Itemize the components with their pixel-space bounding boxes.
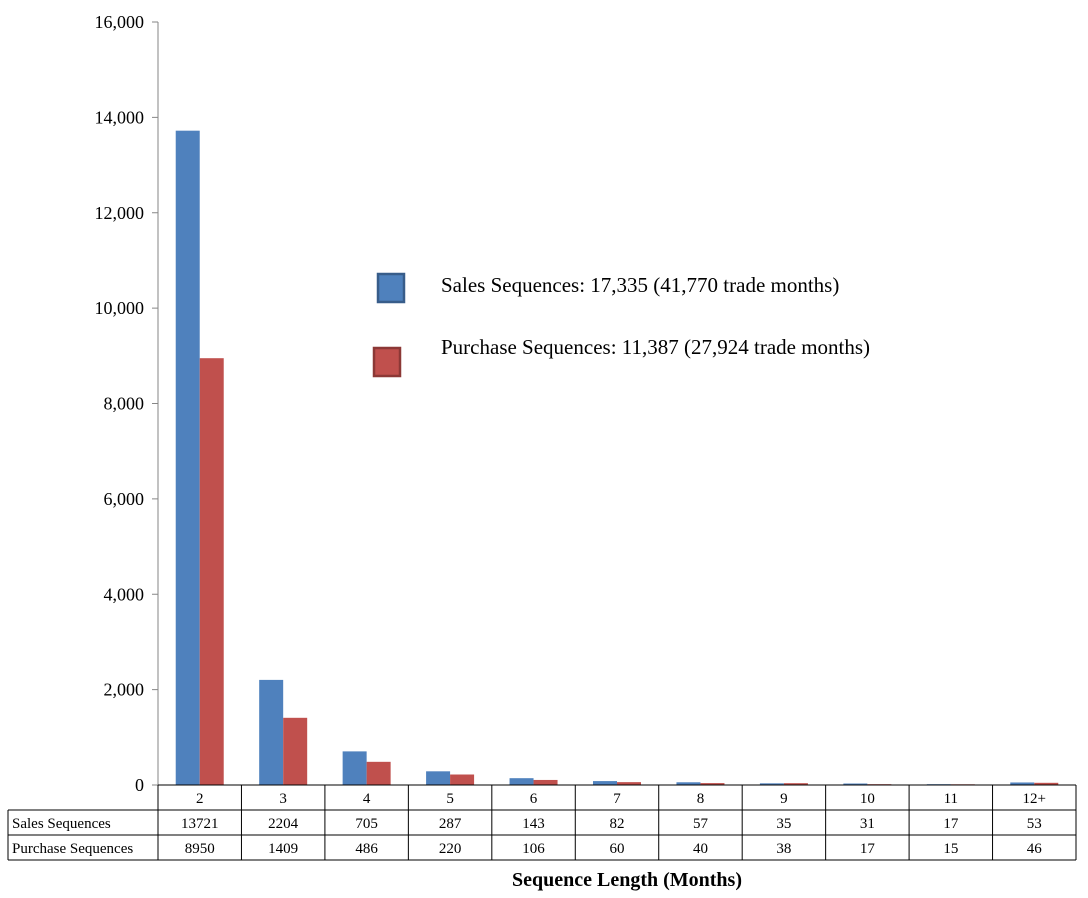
table-row-label: Purchase Sequences <box>12 841 133 857</box>
bar-purchase-5 <box>450 774 475 785</box>
bar-sales-4 <box>342 751 367 785</box>
table-cell-value: 2204 <box>268 816 299 832</box>
y-tick-label: 6,000 <box>104 489 145 509</box>
table-row-label: Sales Sequences <box>12 816 111 832</box>
x-tick-label: 8 <box>697 791 705 807</box>
x-tick-label: 4 <box>363 791 371 807</box>
y-tick-label: 4,000 <box>104 584 145 604</box>
x-axis-title: Sequence Length (Months) <box>512 869 742 891</box>
table-cell-value: 38 <box>776 841 791 857</box>
y-axis: 0 2,000 4,000 6,000 8,000 10,000 12,000 14,000 1… <box>95 12 1076 795</box>
bar-purchase-6 <box>533 779 558 785</box>
table-cell-value: 35 <box>776 816 791 832</box>
legend-swatch-sales <box>376 272 406 304</box>
bar-purchase-2 <box>199 358 224 785</box>
x-tick-label: 10 <box>860 791 875 807</box>
y-tick-label: 0 <box>135 775 144 795</box>
bar-sales-8 <box>676 782 701 785</box>
bar-sales-7 <box>593 781 617 785</box>
data-table: 2 3 4 5 6 7 8 9 10 11 12+ Sales Sequences 13721 2204 7… <box>7 784 1077 861</box>
table-cell-value: 60 <box>610 841 625 857</box>
legend-label-purchase: Purchase Sequences: 11,387 (27,924 trade… <box>441 335 870 359</box>
bar-purchase-12+ <box>1034 782 1059 785</box>
bar-purchase-8 <box>700 783 725 785</box>
bar-purchase-7 <box>617 782 641 785</box>
table-cell-value: 1409 <box>268 841 298 857</box>
table-cell-value: 46 <box>1027 841 1043 857</box>
legend-swatch-purchase <box>372 346 402 378</box>
x-tick-label: 9 <box>780 791 788 807</box>
x-tick-label: 3 <box>279 791 287 807</box>
bar-purchase-4 <box>366 761 391 785</box>
x-tick-label: 2 <box>196 791 204 807</box>
table-cell-value: 31 <box>860 816 875 832</box>
x-tick-label: 12+ <box>1023 791 1046 807</box>
y-tick-label: 10,000 <box>95 298 145 318</box>
table-cell-value: 8950 <box>185 841 215 857</box>
table-cell-value: 13721 <box>181 816 219 832</box>
bar-purchase-3 <box>283 717 308 785</box>
y-tick-label: 16,000 <box>95 12 145 32</box>
x-tick-label: 11 <box>944 791 958 807</box>
x-tick-label: 6 <box>530 791 538 807</box>
bar-sales-5 <box>426 771 451 785</box>
table-cell-value: 143 <box>522 816 545 832</box>
table-cell-value: 53 <box>1027 816 1042 832</box>
table-cell-value: 705 <box>355 816 378 832</box>
bar-sales-2 <box>175 130 200 785</box>
bar-purchase-9 <box>783 783 808 785</box>
table-cell-value: 486 <box>355 841 378 857</box>
x-tick-label: 5 <box>446 791 454 807</box>
y-tick-label: 12,000 <box>95 203 145 223</box>
table-cell-value: 106 <box>522 841 545 857</box>
legend-label-sales: Sales Sequences: 17,335 (41,770 trade mo… <box>441 273 839 297</box>
bar-sales-6 <box>509 778 534 785</box>
bar-sales-10 <box>843 783 868 785</box>
table-cell-value: 220 <box>439 841 462 857</box>
y-tick-label: 14,000 <box>95 107 145 127</box>
table-cell-value: 287 <box>439 816 462 832</box>
table-cell-value: 15 <box>943 841 958 857</box>
bar-sales-3 <box>259 679 284 785</box>
y-tick-label: 2,000 <box>104 680 145 700</box>
table-cell-value: 17 <box>943 816 959 832</box>
x-tick-label: 7 <box>613 791 621 807</box>
table-cell-value: 40 <box>693 841 708 857</box>
legend: Sales Sequences: 17,335 (41,770 trade mo… <box>372 272 870 378</box>
table-cell-value: 17 <box>860 841 876 857</box>
table-cell-value: 82 <box>610 816 625 832</box>
table-cell-value: 57 <box>693 816 709 832</box>
bars <box>175 130 1059 785</box>
bar-sales-12+ <box>1010 782 1035 785</box>
y-tick-label: 8,000 <box>104 394 145 414</box>
bar-sales-9 <box>759 783 784 785</box>
